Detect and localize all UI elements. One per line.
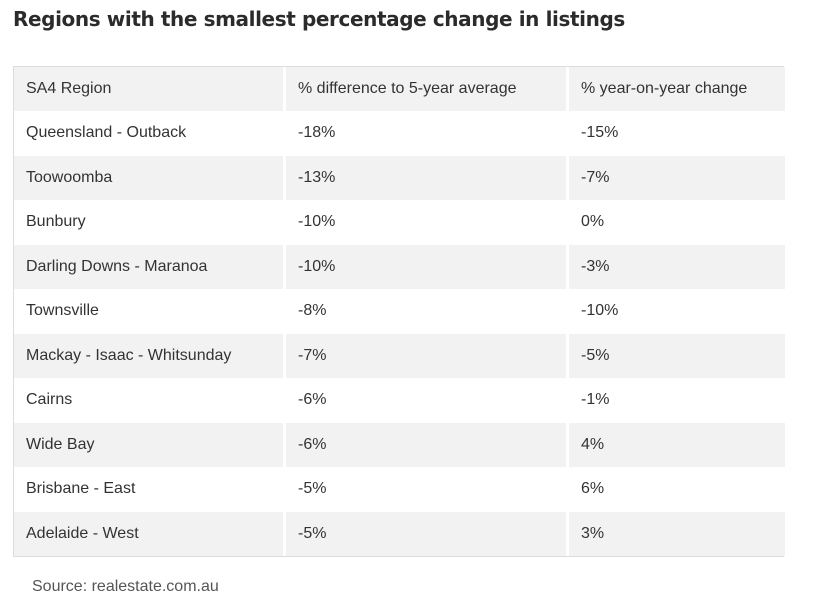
cell-region: Mackay - Isaac - Whitsunday <box>14 333 283 378</box>
table-row: Toowoomba -13% -7% <box>14 155 785 200</box>
cell-region: Cairns <box>14 378 283 423</box>
table-row: Townsville -8% -10% <box>14 289 785 334</box>
cell-region: Queensland - Outback <box>14 111 283 156</box>
column-header-region: SA4 Region <box>14 67 283 111</box>
cell-region: Darling Downs - Maranoa <box>14 244 283 289</box>
cell-5yr-diff: -5% <box>286 511 566 556</box>
cell-yoy-change: -5% <box>569 333 785 378</box>
listings-table: SA4 Region % difference to 5-year averag… <box>13 66 785 557</box>
table-row: Bunbury -10% 0% <box>14 200 785 245</box>
cell-yoy-change: -3% <box>569 244 785 289</box>
cell-region: Townsville <box>14 289 283 334</box>
table-row: Adelaide - West -5% 3% <box>14 511 785 556</box>
table-row: Wide Bay -6% 4% <box>14 422 785 467</box>
cell-region: Toowoomba <box>14 155 283 200</box>
cell-5yr-diff: -10% <box>286 200 566 245</box>
source-caption: Source: realestate.com.au <box>32 578 219 595</box>
data-table: SA4 Region % difference to 5-year averag… <box>11 67 788 556</box>
cell-yoy-change: 0% <box>569 200 785 245</box>
cell-5yr-diff: -8% <box>286 289 566 334</box>
cell-yoy-change: -15% <box>569 111 785 156</box>
cell-yoy-change: 4% <box>569 422 785 467</box>
cell-5yr-diff: -13% <box>286 155 566 200</box>
cell-yoy-change: -7% <box>569 155 785 200</box>
page-title: Regions with the smallest percentage cha… <box>13 7 625 31</box>
table-row: Queensland - Outback -18% -15% <box>14 111 785 156</box>
cell-5yr-diff: -5% <box>286 467 566 512</box>
cell-region: Wide Bay <box>14 422 283 467</box>
cell-region: Brisbane - East <box>14 467 283 512</box>
cell-5yr-diff: -10% <box>286 244 566 289</box>
cell-region: Adelaide - West <box>14 511 283 556</box>
table-row: Darling Downs - Maranoa -10% -3% <box>14 244 785 289</box>
cell-yoy-change: -10% <box>569 289 785 334</box>
cell-region: Bunbury <box>14 200 283 245</box>
cell-5yr-diff: -6% <box>286 422 566 467</box>
cell-yoy-change: 3% <box>569 511 785 556</box>
column-header-5yr-diff: % difference to 5-year average <box>286 67 566 111</box>
cell-5yr-diff: -7% <box>286 333 566 378</box>
cell-yoy-change: -1% <box>569 378 785 423</box>
cell-5yr-diff: -18% <box>286 111 566 156</box>
table-row: Cairns -6% -1% <box>14 378 785 423</box>
cell-5yr-diff: -6% <box>286 378 566 423</box>
column-header-yoy-change: % year-on-year change <box>569 67 785 111</box>
table-row: Mackay - Isaac - Whitsunday -7% -5% <box>14 333 785 378</box>
cell-yoy-change: 6% <box>569 467 785 512</box>
table-row: Brisbane - East -5% 6% <box>14 467 785 512</box>
table-header-row: SA4 Region % difference to 5-year averag… <box>14 67 785 111</box>
